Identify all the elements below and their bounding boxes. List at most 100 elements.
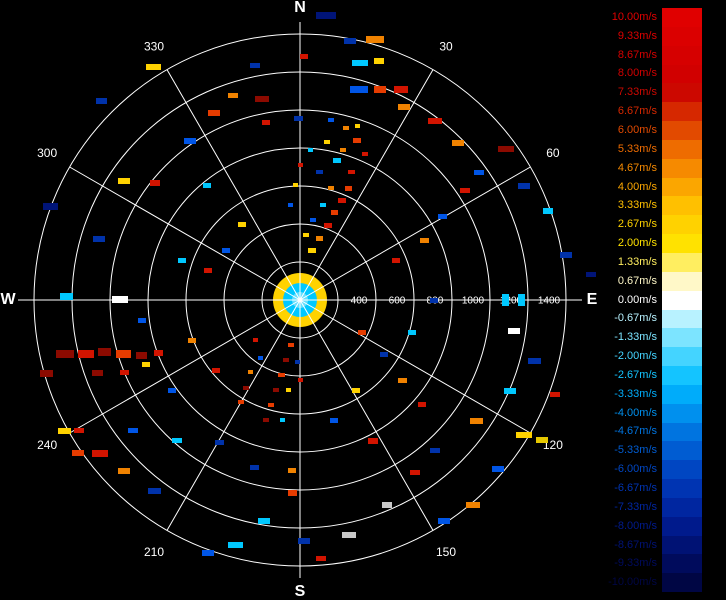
velocity-blip bbox=[250, 465, 259, 470]
velocity-blip bbox=[202, 550, 214, 556]
colorbar-label: 8.67m/s bbox=[617, 48, 657, 61]
colorbar-label: 0.00m/s bbox=[617, 293, 657, 306]
velocity-blip bbox=[353, 138, 361, 143]
velocity-blip bbox=[286, 388, 291, 392]
compass-label: S bbox=[295, 583, 306, 600]
velocity-blip bbox=[352, 60, 368, 66]
range-tick-label: 1000 bbox=[462, 296, 485, 307]
range-tick-label: 600 bbox=[389, 296, 406, 307]
velocity-blip bbox=[298, 378, 303, 382]
velocity-blip bbox=[316, 236, 323, 241]
velocity-blip bbox=[394, 86, 408, 93]
colorbar-entry: -6.00m/s bbox=[585, 460, 702, 480]
colorbar-swatch bbox=[662, 328, 702, 348]
velocity-blip bbox=[92, 450, 108, 457]
velocity-blip bbox=[338, 198, 346, 203]
velocity-blip bbox=[93, 236, 105, 242]
velocity-blip bbox=[300, 54, 308, 59]
velocity-blip bbox=[362, 152, 368, 156]
velocity-blip bbox=[298, 538, 310, 544]
colorbar-swatch bbox=[662, 290, 702, 310]
compass-label: 300 bbox=[37, 146, 57, 160]
colorbar-label: -6.67m/s bbox=[614, 482, 657, 495]
velocity-blip bbox=[344, 38, 356, 44]
colorbar: 10.00m/s 9.33m/s 8.67m/s 8.00m/s 7.33m/s 6.67… bbox=[585, 8, 702, 593]
velocity-blip bbox=[374, 58, 384, 64]
colorbar-swatch bbox=[662, 83, 702, 103]
colorbar-entry: -4.00m/s bbox=[585, 403, 702, 423]
colorbar-entry: -8.00m/s bbox=[585, 516, 702, 536]
colorbar-swatch bbox=[662, 121, 702, 140]
velocity-blip bbox=[263, 418, 269, 422]
velocity-blip bbox=[343, 126, 349, 130]
compass-label: 240 bbox=[37, 438, 57, 452]
velocity-blip bbox=[268, 403, 274, 407]
velocity-blip bbox=[212, 368, 220, 373]
colorbar-entry: -10.00m/s bbox=[585, 573, 702, 593]
colorbar-label: 3.33m/s bbox=[617, 199, 657, 212]
velocity-blip bbox=[316, 12, 336, 19]
velocity-blip bbox=[283, 358, 289, 362]
velocity-blip bbox=[56, 350, 74, 358]
velocity-blip bbox=[98, 348, 111, 356]
colorbar-label: -8.00m/s bbox=[614, 519, 657, 532]
velocity-blip bbox=[178, 258, 186, 263]
velocity-blip bbox=[238, 400, 244, 404]
velocity-blip bbox=[273, 388, 279, 392]
velocity-blip bbox=[136, 352, 147, 359]
velocity-blip bbox=[492, 466, 504, 472]
velocity-blip bbox=[154, 350, 163, 356]
velocity-blip bbox=[398, 378, 407, 383]
velocity-blip bbox=[536, 437, 548, 443]
velocity-blip bbox=[586, 272, 596, 277]
velocity-blip bbox=[222, 248, 230, 253]
colorbar-swatch bbox=[662, 102, 702, 122]
colorbar-entry: 6.00m/s bbox=[585, 121, 702, 140]
colorbar-label: 0.67m/s bbox=[617, 274, 657, 287]
velocity-blip bbox=[142, 362, 150, 367]
velocity-blip bbox=[316, 170, 323, 174]
velocity-blip bbox=[258, 518, 270, 524]
velocity-blip bbox=[243, 386, 249, 390]
velocity-blip bbox=[430, 298, 438, 303]
colorbar-label: -2.67m/s bbox=[614, 368, 657, 381]
compass-label: N bbox=[294, 0, 306, 16]
velocity-blip bbox=[408, 330, 416, 335]
colorbar-label: 2.00m/s bbox=[617, 237, 657, 250]
colorbar-entry: -9.33m/s bbox=[585, 554, 702, 574]
colorbar-entry: 9.33m/s bbox=[585, 26, 702, 46]
colorbar-swatch bbox=[662, 573, 702, 593]
colorbar-label: 1.33m/s bbox=[617, 255, 657, 268]
colorbar-swatch bbox=[662, 497, 702, 517]
velocity-blip bbox=[238, 222, 246, 227]
velocity-blip bbox=[112, 296, 128, 303]
velocity-blip bbox=[43, 203, 58, 210]
velocity-blip bbox=[253, 338, 258, 342]
velocity-blip bbox=[74, 428, 84, 433]
compass-label: 60 bbox=[546, 146, 560, 160]
colorbar-label: -3.33m/s bbox=[614, 387, 657, 400]
velocity-blip bbox=[280, 418, 285, 422]
velocity-blip bbox=[168, 388, 176, 393]
colorbar-swatch bbox=[662, 309, 702, 329]
colorbar-swatch bbox=[662, 234, 702, 253]
colorbar-swatch bbox=[662, 347, 702, 367]
colorbar-entry: 4.67m/s bbox=[585, 158, 702, 178]
azimuth-spoke bbox=[299, 299, 434, 531]
colorbar-swatch bbox=[662, 384, 702, 404]
azimuth-spoke bbox=[69, 166, 301, 301]
velocity-blip bbox=[78, 350, 94, 358]
velocity-blip bbox=[118, 468, 130, 474]
velocity-blip bbox=[328, 186, 334, 190]
velocity-blip bbox=[262, 120, 270, 125]
velocity-blip bbox=[438, 214, 447, 219]
colorbar-entry: -6.67m/s bbox=[585, 479, 702, 498]
velocity-blip bbox=[146, 64, 161, 70]
velocity-blip bbox=[295, 360, 300, 364]
colorbar-swatch bbox=[662, 64, 702, 84]
velocity-blip bbox=[392, 258, 400, 263]
velocity-blip bbox=[470, 418, 483, 424]
velocity-blip bbox=[330, 418, 338, 423]
velocity-blip bbox=[560, 252, 572, 258]
